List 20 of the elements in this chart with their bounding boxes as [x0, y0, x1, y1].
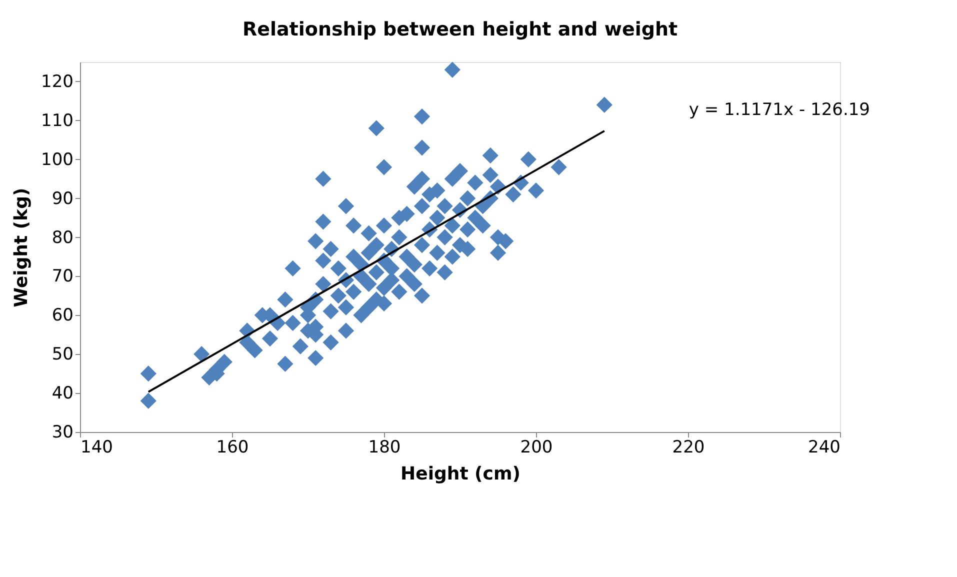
x-tick-label: 180: [368, 438, 401, 458]
y-axis-title: Weight (kg): [11, 188, 32, 308]
y-tick-label: 120: [41, 72, 74, 92]
x-tick-label: 200: [520, 438, 553, 458]
x-axis-title: Height (cm): [400, 464, 520, 484]
y-tick-label: 80: [52, 228, 74, 248]
y-tick-label: 30: [52, 422, 74, 442]
y-tick-label: 100: [41, 150, 74, 170]
y-tick-label: 110: [41, 110, 74, 131]
x-tick-label: 140: [80, 438, 113, 458]
chart-title: Relationship between height and weight: [242, 18, 678, 41]
annotation: y = 1.1171x - 126.19: [688, 100, 870, 120]
y-tick-label: 60: [52, 306, 74, 326]
x-tick-label: 240: [808, 438, 840, 458]
y-tick-label: 90: [52, 188, 74, 209]
y-tick-label: 50: [52, 344, 74, 365]
x-tick-label: 160: [216, 438, 249, 458]
x-tick-label: 220: [672, 438, 705, 458]
y-tick-label: 70: [52, 266, 74, 287]
y-tick-label: 40: [52, 384, 74, 404]
